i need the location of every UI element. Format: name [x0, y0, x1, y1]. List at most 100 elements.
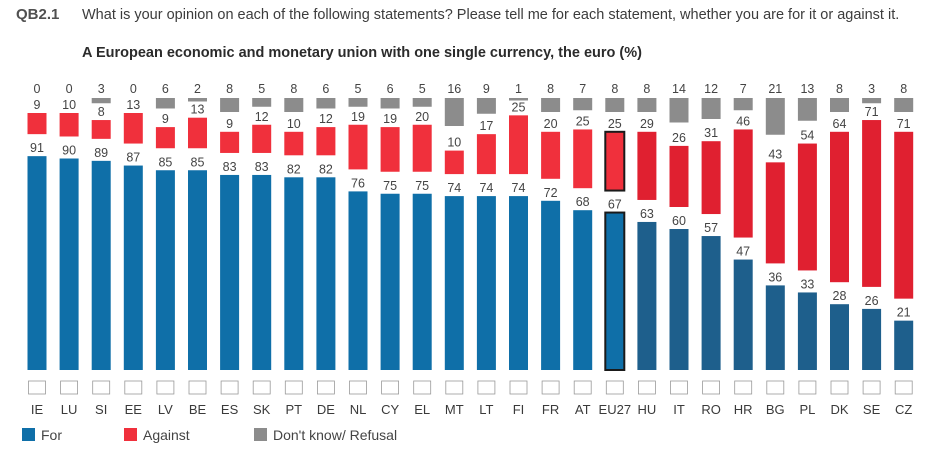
category-label-cz: CZ — [895, 402, 912, 417]
bar-for-be — [188, 170, 207, 370]
bar-against-lu — [59, 113, 79, 137]
bar-for-fi — [509, 196, 528, 370]
bar-dontknow-el — [412, 98, 432, 107]
category-label-sk: SK — [253, 402, 271, 417]
label-against-eu27: 25 — [608, 117, 622, 131]
category-label-it: IT — [673, 402, 685, 417]
label-for-lt: 74 — [479, 181, 493, 195]
bar-dontknow-it — [669, 98, 689, 123]
bar-for-se — [862, 308, 882, 370]
label-against-fi: 25 — [512, 100, 526, 114]
label-against-pl: 54 — [800, 129, 814, 143]
bar-for-de — [316, 177, 336, 370]
category-label-fr: FR — [542, 402, 559, 417]
bar-dontknow-si — [91, 98, 111, 104]
bar-for-dk — [830, 304, 849, 370]
label-dontknow-ee: 0 — [130, 82, 137, 96]
label-for-hr: 47 — [736, 245, 750, 259]
bar-against-mt — [444, 150, 464, 175]
label-against-mt: 10 — [447, 136, 461, 150]
flag-icon-ie — [28, 380, 46, 395]
label-against-pt: 10 — [287, 117, 301, 131]
bar-dontknow-es — [220, 98, 240, 112]
label-against-ro: 31 — [704, 126, 718, 140]
bar-dontknow-mt — [444, 98, 464, 126]
label-against-hr: 46 — [736, 114, 750, 128]
bar-for-eu27 — [604, 211, 626, 371]
label-for-lu: 90 — [62, 144, 76, 158]
flag-icon-ee — [124, 380, 143, 395]
label-for-at: 68 — [576, 195, 590, 209]
category-label-es: ES — [221, 402, 239, 417]
bar-against-es — [220, 131, 240, 153]
label-against-lv: 9 — [162, 112, 169, 126]
flag-icon-be — [188, 380, 207, 395]
category-label-lu: LU — [61, 402, 78, 417]
bar-against-pl — [797, 143, 817, 271]
bar-for-es — [220, 174, 240, 370]
legend-label-for: For — [41, 427, 62, 443]
label-for-it: 60 — [672, 214, 686, 228]
category-label-mt: MT — [445, 402, 464, 417]
bar-dontknow-hu — [637, 98, 657, 112]
flag-icon-ro — [702, 380, 720, 395]
label-for-bg: 36 — [768, 270, 782, 284]
label-dontknow-mt: 16 — [447, 82, 461, 96]
label-dontknow-pt: 8 — [290, 82, 297, 96]
flag-icon-hu — [638, 380, 656, 395]
label-against-hu: 29 — [640, 117, 654, 131]
bar-dontknow-lt — [476, 98, 496, 114]
label-dontknow-de: 6 — [322, 82, 329, 96]
label-for-se: 26 — [865, 294, 879, 308]
bar-for-si — [91, 160, 111, 370]
bar-against-ro — [701, 141, 721, 215]
category-label-pl: PL — [799, 402, 815, 417]
label-against-lt: 17 — [479, 119, 493, 133]
label-dontknow-fi: 1 — [515, 82, 522, 96]
question-text: What is your opinion on each of the foll… — [82, 7, 900, 23]
flag-icon-mt — [445, 380, 464, 395]
bar-dontknow-at — [573, 98, 593, 111]
category-label-pt: PT — [285, 402, 302, 417]
label-for-es: 83 — [223, 160, 237, 174]
bar-against-si — [91, 120, 111, 139]
category-label-de: DE — [317, 402, 335, 417]
category-label-lv: LV — [158, 402, 173, 417]
label-against-es: 9 — [226, 117, 233, 131]
bar-against-nl — [348, 124, 368, 170]
bar-dontknow-bg — [765, 98, 785, 135]
bar-against-eu27 — [604, 130, 626, 192]
category-label-at: AT — [575, 402, 591, 417]
legend-item-dont-know: Don't know/ Refusal — [254, 427, 397, 443]
bar-for-pl — [797, 292, 817, 370]
bar-against-hu — [637, 131, 657, 200]
legend-swatch-dont-know — [254, 428, 267, 441]
flag-icon-lt — [477, 380, 496, 395]
legend-label-against: Against — [143, 427, 190, 443]
label-dontknow-pl: 13 — [800, 82, 814, 96]
label-for-fr: 72 — [544, 186, 558, 200]
bar-against-bg — [765, 162, 785, 264]
category-label-hr: HR — [734, 402, 753, 417]
bar-against-lt — [476, 134, 496, 175]
label-for-de: 82 — [319, 162, 333, 176]
bar-dontknow-dk — [830, 98, 849, 112]
label-against-ie: 9 — [34, 98, 41, 112]
bar-for-mt — [444, 196, 464, 370]
bar-dontknow-fr — [541, 98, 561, 112]
chart-title: A European economic and monetary union w… — [82, 45, 642, 61]
label-dontknow-dk: 8 — [836, 82, 843, 96]
legend-swatch-for — [22, 428, 35, 441]
flag-icon-es — [220, 380, 239, 395]
category-label-si: SI — [95, 402, 107, 417]
label-dontknow-el: 5 — [419, 82, 426, 96]
label-for-ie: 91 — [30, 141, 44, 155]
bar-against-be — [188, 117, 207, 149]
bar-for-ie — [27, 156, 47, 370]
bar-against-it — [669, 145, 689, 207]
bar-for-el — [412, 193, 432, 370]
bar-against-cy — [380, 127, 400, 172]
bar-against-at — [573, 129, 593, 189]
bar-against-se — [862, 120, 882, 287]
bar-dontknow-cy — [380, 98, 400, 109]
